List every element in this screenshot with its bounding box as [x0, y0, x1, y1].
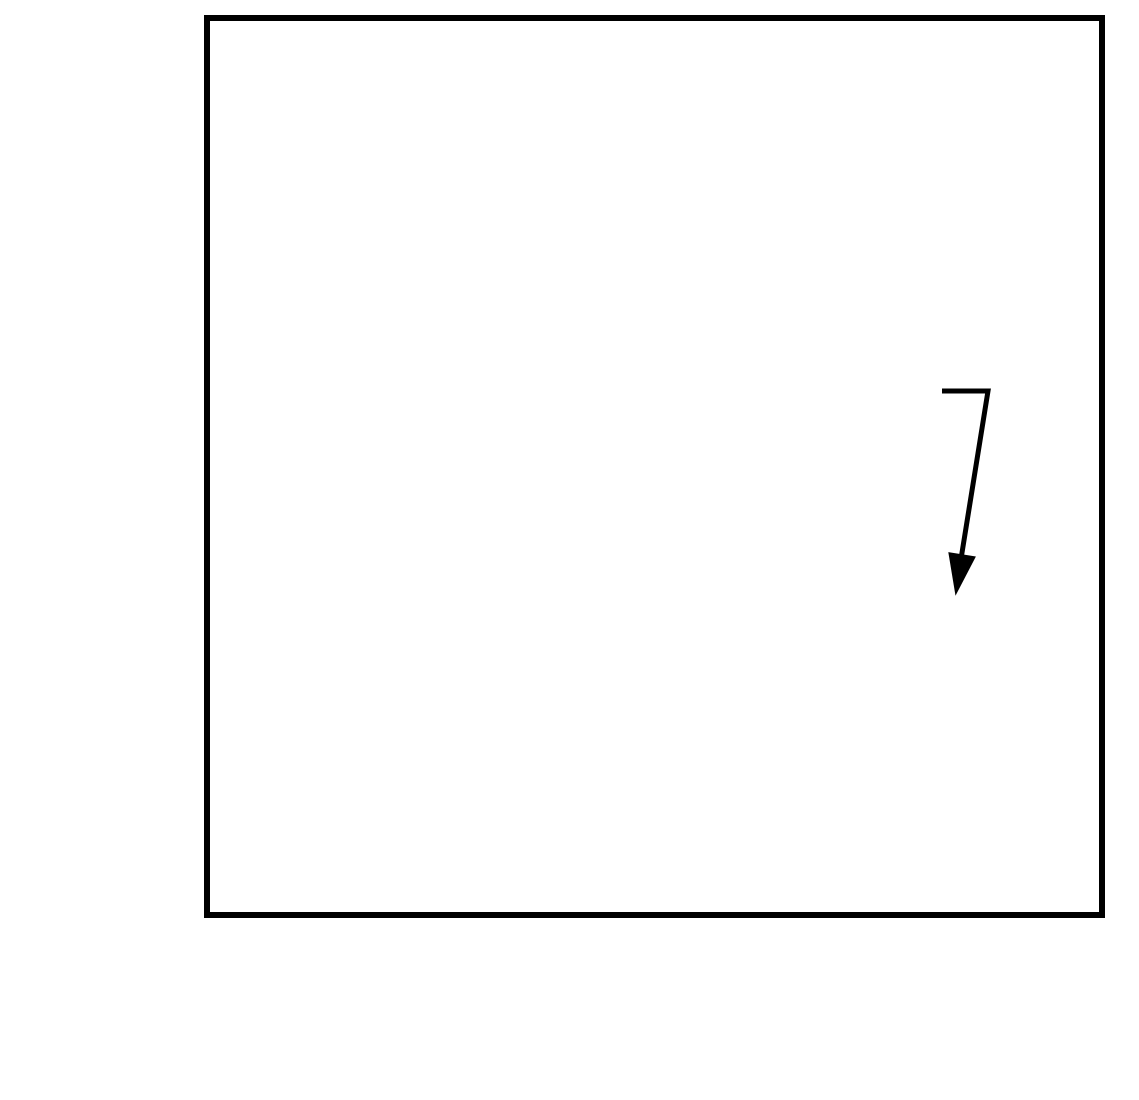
arrow-shaft [942, 388, 991, 560]
plot-border [204, 15, 1105, 918]
arrowhead-icon [948, 552, 976, 596]
arrow-to-3v-curve [942, 388, 991, 596]
